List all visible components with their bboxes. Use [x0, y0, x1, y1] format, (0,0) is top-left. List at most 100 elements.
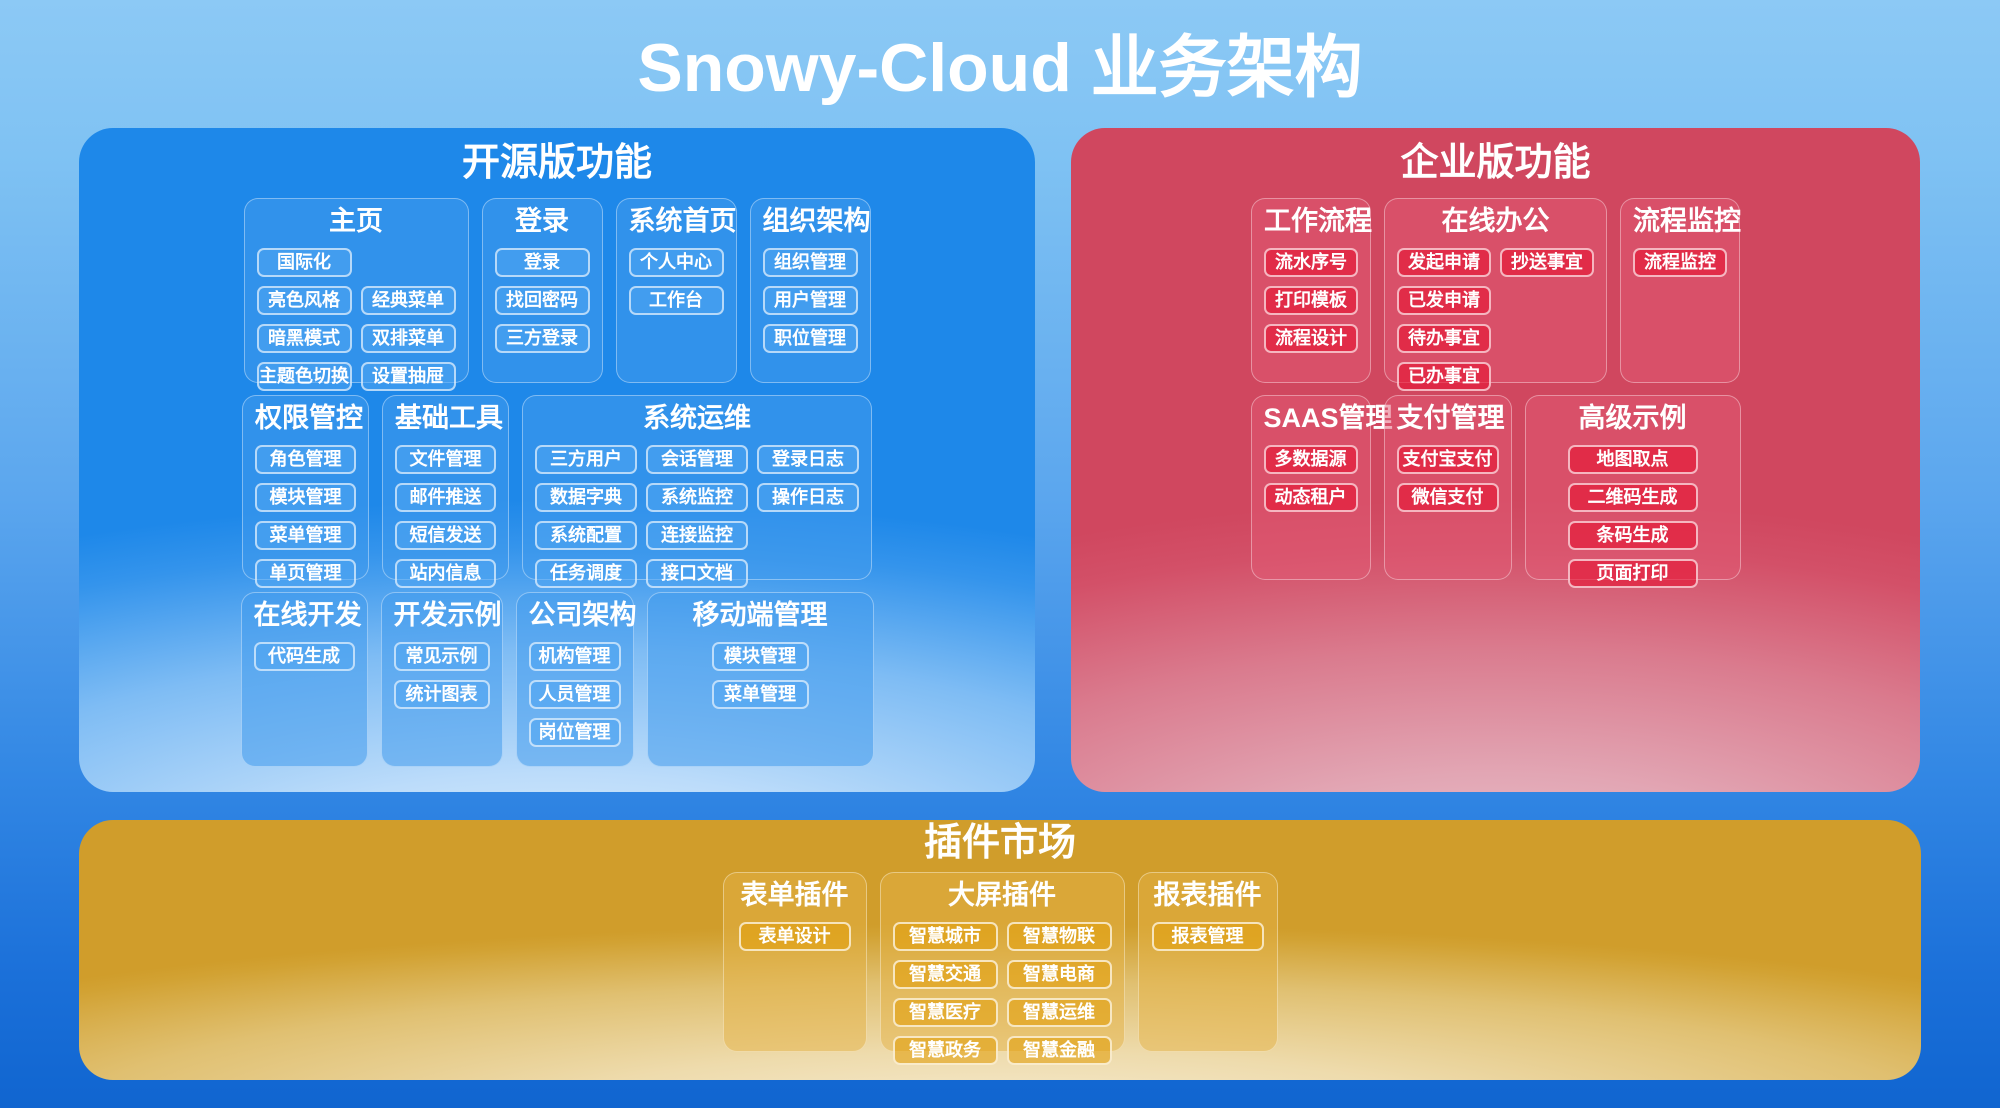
- button-row: 流程监控: [1633, 248, 1727, 277]
- button-row: 流程设计: [1264, 324, 1358, 353]
- feature-button: 工作台: [628, 286, 724, 315]
- feature-button: 文件管理: [395, 445, 496, 474]
- button-row: 菜单管理: [660, 680, 861, 709]
- card-title: 基础工具: [395, 403, 503, 433]
- card-home: 主页 国际化 亮色风格 经典菜单 暗黑模式 双排菜单 主题色切换 设置抽屉: [243, 198, 469, 391]
- feature-button: 智慧交通: [892, 960, 998, 989]
- card-body: 国际化 亮色风格 经典菜单 暗黑模式 双排菜单 主题色切换 设置抽屉: [256, 248, 456, 391]
- opensource-cards: 主页 国际化 亮色风格 经典菜单 暗黑模式 双排菜单 主题色切换 设置抽屉 登录 登录 找回密码 三方…: [79, 198, 1035, 767]
- button-row: 智慧医疗 智慧运维: [892, 998, 1112, 1027]
- button-row: 菜单管理: [255, 521, 356, 550]
- button-row: 流水序号: [1264, 248, 1358, 277]
- feature-button: 表单设计: [738, 922, 851, 951]
- card-body: 发起申请 抄送事宜 已发申请 待办事宜 已办事宜: [1397, 248, 1594, 391]
- card-permission-control: 权限管控 角色管理 模块管理 菜单管理 单页管理: [242, 395, 369, 588]
- feature-button: 站内信息: [395, 559, 496, 588]
- button-row: 三方登录: [494, 324, 590, 353]
- button-row: 已发申请: [1397, 286, 1594, 315]
- card-advanced-examples: 高级示例 地图取点 二维码生成 条码生成 页面打印: [1524, 395, 1741, 588]
- card-body: 文件管理 邮件推送 短信发送 站内信息: [395, 445, 496, 588]
- button-row: 待办事宜: [1397, 324, 1594, 353]
- feature-button: 经典菜单: [360, 286, 456, 315]
- panel-title-plugin-market: 插件市场: [923, 822, 1076, 864]
- feature-button: 流程设计: [1264, 324, 1358, 353]
- feature-button: 角色管理: [255, 445, 356, 474]
- feature-button: 单页管理: [255, 559, 356, 588]
- card-body: 常见示例 统计图表: [393, 642, 490, 709]
- feature-button: 页面打印: [1567, 559, 1698, 588]
- card-company-structure: 公司架构 机构管理 人员管理 岗位管理: [515, 592, 637, 767]
- button-row: 短信发送: [395, 521, 496, 550]
- enterprise-cards: 工作流程 流水序号 打印模板 流程设计 在线办公 发起申请 抄送事宜 已发申请 待办事宜 已办事宜…: [1071, 198, 1920, 588]
- button-row: 代码生成: [253, 642, 355, 671]
- feature-button: 模块管理: [711, 642, 809, 671]
- card-title: 登录: [515, 206, 569, 236]
- card-body: 流程监控: [1633, 248, 1727, 277]
- card-title: SAAS管理: [1263, 403, 1393, 433]
- feature-button: 机构管理: [528, 642, 621, 671]
- button-row: 三方用户 会话管理 登录日志: [535, 445, 859, 474]
- button-row: 找回密码: [494, 286, 590, 315]
- feature-button: 智慧物联: [1006, 922, 1112, 951]
- feature-button: 人员管理: [528, 680, 621, 709]
- button-row: 模块管理: [660, 642, 861, 671]
- card-body: 报表管理: [1151, 922, 1265, 951]
- feature-button: 报表管理: [1151, 922, 1264, 951]
- button-row: 动态租户: [1263, 483, 1358, 512]
- button-row: 智慧交通 智慧电商: [892, 960, 1112, 989]
- button-row: 统计图表: [393, 680, 490, 709]
- card-body: 模块管理 菜单管理: [660, 642, 861, 709]
- feature-button: 连接监控: [645, 521, 748, 550]
- feature-button: 国际化: [256, 248, 352, 277]
- button-row: 暗黑模式 双排菜单: [256, 324, 456, 353]
- button-row: 模块管理: [255, 483, 356, 512]
- feature-button: 已办事宜: [1397, 362, 1491, 391]
- button-row: 个人中心: [628, 248, 724, 277]
- card-row: 表单插件 表单设计 大屏插件 智慧城市 智慧物联 智慧交通 智慧电商 智慧医疗 智慧运维 智慧政务…: [79, 872, 1921, 1065]
- card-body: 三方用户 会话管理 登录日志 数据字典 系统监控 操作日志 系统配置 连接监控 任务调度 接口文档: [535, 445, 859, 588]
- feature-button: 系统配置: [535, 521, 637, 550]
- button-row: 人员管理: [528, 680, 621, 709]
- card-body: 机构管理 人员管理 岗位管理: [528, 642, 621, 747]
- card-process-monitor: 流程监控 流程监控: [1620, 198, 1741, 383]
- card-title: 公司架构: [528, 600, 637, 630]
- feature-button: 发起申请: [1397, 248, 1491, 277]
- card-title: 大屏插件: [948, 880, 1056, 910]
- feature-button: 智慧政务: [892, 1036, 998, 1065]
- card-body: 表单设计: [736, 922, 854, 951]
- feature-button: 登录日志: [756, 445, 859, 474]
- button-row: 报表管理: [1151, 922, 1265, 951]
- card-title: 开发示例: [393, 600, 502, 630]
- panel-opensource-features: 开源版功能 主页 国际化 亮色风格 经典菜单 暗黑模式 双排菜单 主题色切换 设置抽屉 登录 登录…: [79, 128, 1035, 792]
- feature-button: 地图取点: [1567, 445, 1698, 474]
- card-body: 智慧城市 智慧物联 智慧交通 智慧电商 智慧医疗 智慧运维 智慧政务 智慧金融: [892, 922, 1112, 1065]
- card-mobile-mgmt: 移动端管理 模块管理 菜单管理: [646, 592, 874, 767]
- button-row: 条码生成: [1538, 521, 1728, 550]
- feature-button: 登录: [494, 248, 590, 277]
- card-body: 代码生成: [253, 642, 355, 671]
- card-title: 报表插件: [1153, 880, 1262, 910]
- button-row: 主题色切换 设置抽屉: [256, 362, 456, 391]
- card-dev-examples: 开发示例常见示例 统计图表: [380, 592, 503, 767]
- feature-button: 系统监控: [645, 483, 748, 512]
- feature-button: 设置抽屉: [360, 362, 456, 391]
- feature-button: 智慧金融: [1006, 1036, 1112, 1065]
- card-title: 系统首页: [628, 206, 737, 236]
- panel-enterprise-features: 企业版功能 工作流程 流水序号 打印模板 流程设计 在线办公 发起申请 抄送事宜 已发申请 待办…: [1071, 128, 1920, 792]
- feature-button: 智慧电商: [1006, 960, 1112, 989]
- top-panels-row: 开源版功能 主页 国际化 亮色风格 经典菜单 暗黑模式 双排菜单 主题色切换 设置抽屉 登录 登录…: [79, 128, 1921, 792]
- card-title: 表单插件: [740, 880, 849, 910]
- button-row: 页面打印: [1538, 559, 1728, 588]
- feature-button: 微信支付: [1396, 483, 1499, 512]
- feature-button: 待办事宜: [1397, 324, 1491, 353]
- card-body: 组织管理 用户管理 职位管理: [762, 248, 858, 353]
- button-row: 二维码生成: [1538, 483, 1728, 512]
- feature-button: 找回密码: [494, 286, 590, 315]
- card-title: 在线开发: [253, 600, 362, 630]
- button-row: 登录: [494, 248, 590, 277]
- card-body: 个人中心 工作台: [628, 248, 724, 315]
- feature-button: 多数据源: [1263, 445, 1358, 474]
- panel-plugin-market: 插件市场 表单插件 表单设计 大屏插件 智慧城市 智慧物联 智慧交通 智慧电商 智慧医疗 智慧运…: [79, 820, 1921, 1080]
- card-body: 支付宝支付 微信支付: [1396, 445, 1499, 512]
